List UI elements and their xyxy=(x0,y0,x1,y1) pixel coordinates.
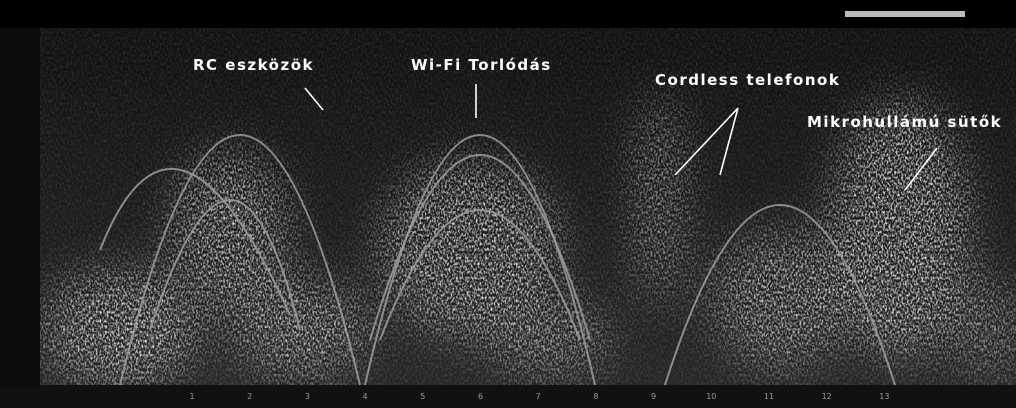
spectrum-view: RC eszközök Wi-Fi Torlódás Cordless tele… xyxy=(0,0,1016,408)
x-tick-label: 9 xyxy=(651,392,656,401)
x-tick-label: 2 xyxy=(247,392,252,401)
x-tick-label: 7 xyxy=(536,392,541,401)
x-tick-label: 10 xyxy=(706,392,716,401)
annotation: Mikrohullámú sütők xyxy=(807,113,1002,131)
annotation: Wi-Fi Torlódás xyxy=(411,56,552,74)
annotation: Cordless telefonok xyxy=(655,71,840,89)
x-tick-label: 11 xyxy=(764,392,774,401)
page: {"annotations": ["RC eszközök", "Wi-Fi T… xyxy=(0,0,1016,408)
x-tick-label: 4 xyxy=(363,392,368,401)
spectrum-density xyxy=(40,28,1016,385)
x-tick-label: 6 xyxy=(478,392,483,401)
x-axis-bar xyxy=(0,385,1016,408)
x-tick-label: 5 xyxy=(420,392,425,401)
intensity-scale xyxy=(845,11,965,17)
x-tick-label: 8 xyxy=(593,392,598,401)
x-tick-label: 12 xyxy=(822,392,832,401)
y-axis-bar xyxy=(0,28,40,385)
x-tick-label: 1 xyxy=(189,392,194,401)
x-tick-label: 3 xyxy=(305,392,310,401)
annotation: RC eszközök xyxy=(193,56,314,74)
x-tick-label: 13 xyxy=(879,392,889,401)
